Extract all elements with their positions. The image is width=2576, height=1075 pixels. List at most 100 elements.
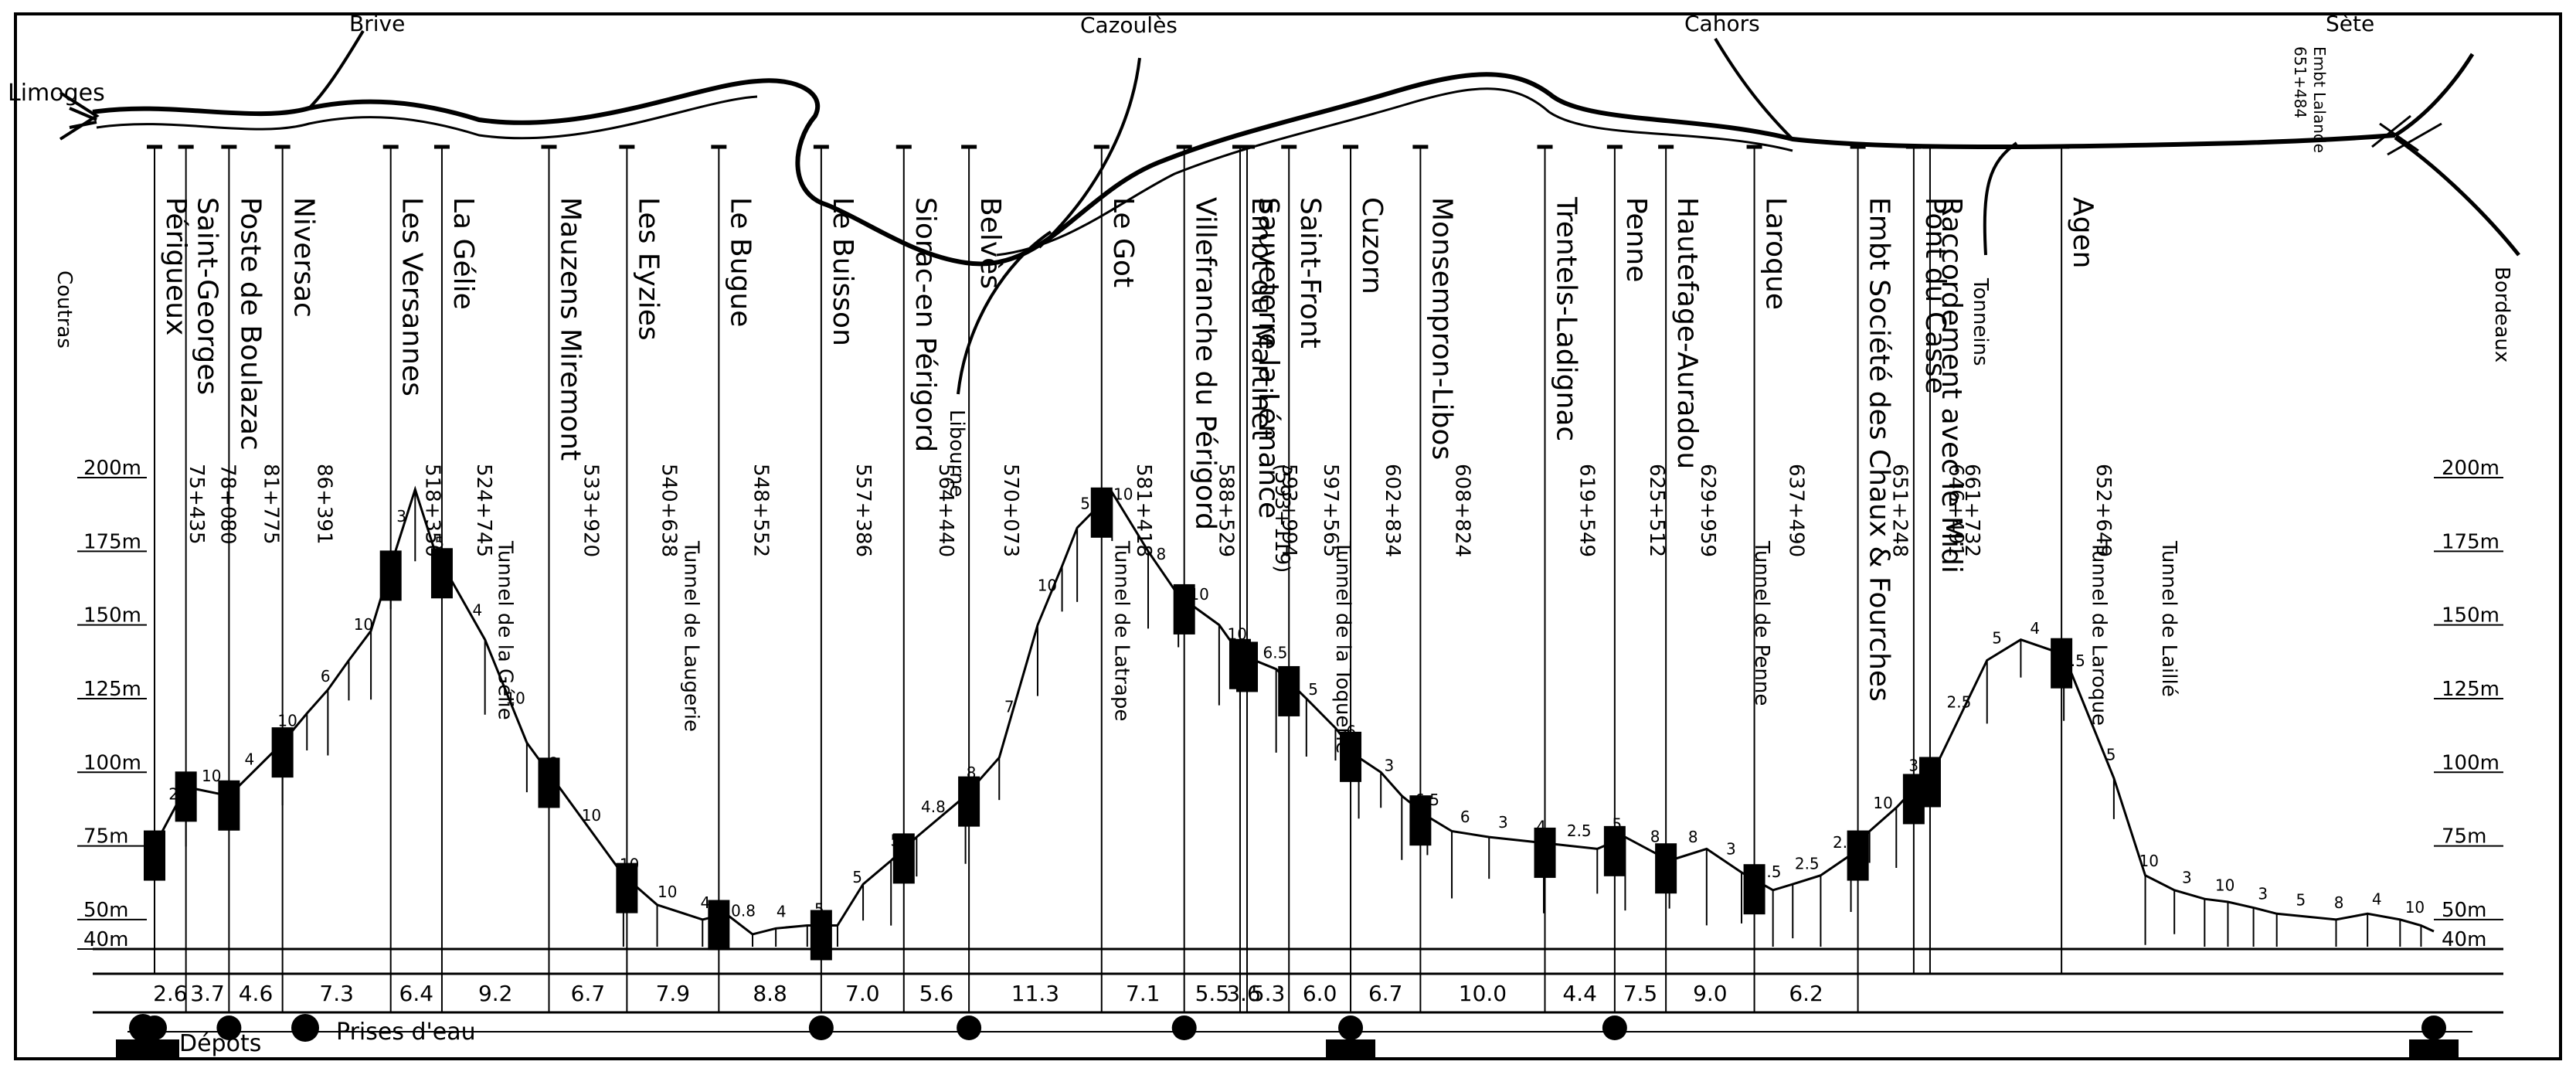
elev-label-right: 50m [2442,899,2486,922]
station-km: 86+391 [313,464,336,545]
tunnel-label: Tunnel de la Gélie [494,540,517,720]
station-block [144,830,165,881]
station-name: Les Versannes [396,197,428,396]
station-name: Niversac [288,197,320,318]
station-name: Pont du Casse [1919,197,1951,394]
label-tonneins: Tonneins [1969,277,1992,366]
distance-cell: 5.5 [1195,981,1230,1006]
grade-label: 5 [2106,745,2116,764]
station-block [538,757,560,808]
grade-label: 10 [2215,876,2234,895]
grade-label: 4 [1536,817,1546,835]
station-block [1090,487,1113,538]
line-map [59,29,2520,395]
grade-label: 10 [1189,585,1208,604]
distance-cell: 7.9 [656,981,691,1006]
legend: Dépôts Prises d'eau [116,1014,476,1060]
grade-label: 3 [396,507,406,526]
grade-label: 4 [2372,890,2382,908]
station-block [810,910,832,961]
grade-label: 3.5 [1908,757,1933,775]
grade-label: 5 [852,868,862,886]
grade-label: 4 [473,600,483,619]
distance-cell: 7.3 [319,981,354,1006]
station-km: 588+529 [1215,464,1238,557]
label-limoges: Limoges [8,80,105,107]
station-km: 570+073 [999,464,1022,557]
water-intake-marker [808,1015,834,1040]
distance-cell: 3.7 [190,981,225,1006]
distance-cell: 6.2 [1789,981,1823,1006]
water-intake-marker [1338,1015,1364,1040]
station-block [430,548,453,599]
station-name: Embt Société des Chaux & Fourches [1864,197,1895,702]
grade-label: 4.8 [921,798,946,816]
station-name: Périgueux [160,197,192,335]
station-km: 524+745 [472,464,495,557]
station-name: Mauzens Miremont [554,197,586,461]
grade-label: 8 [1157,545,1167,563]
station-km: 629+959 [1696,464,1719,557]
grade-label: 8 [1688,828,1698,846]
grade-label: 3 [2182,868,2192,886]
distance-cell: 9.2 [478,981,513,1006]
water-intake-marker [957,1015,982,1040]
station-name: Saint-Front [1294,197,1326,349]
station-block [1340,731,1362,782]
grade-label: 4 [777,903,787,921]
water-intake-marker [1602,1015,1627,1040]
station-name: Penne [1620,197,1652,282]
grade-label: 5 [890,832,900,850]
station-block [1173,583,1195,634]
station-block [892,833,915,884]
tunnel-label: Tunnel de Laroque [2088,540,2111,726]
grade-label: 8 [967,764,977,782]
station-km: 548+552 [749,464,772,557]
distance-cell: 7.1 [1126,981,1161,1006]
station-name: Raccordement avec le Midi [1935,197,1967,573]
grade-label: 8 [549,754,559,772]
station-block [1278,665,1300,716]
tunnel-label: Tunnel de Latrape [1110,540,1133,721]
station-block [1236,641,1259,692]
station-km: 557+386 [851,464,875,557]
station-block [1603,825,1626,876]
water-intake-marker [216,1015,242,1040]
station-block [708,900,730,951]
grade-label: 4 [2030,619,2040,638]
label-cahors: Cahors [1684,11,1760,36]
grade-label: 4 [701,893,711,912]
distance-cell: 10.0 [1459,981,1507,1006]
tunnel-label: Tunnel de la Toquerie [1331,540,1354,754]
station-name: Embt du Martinet [1246,197,1277,440]
distance-cell: 9.0 [1693,981,1728,1006]
station-km: 78+080 [216,464,240,545]
grade-label: 6.5 [1263,643,1288,662]
grade-label: 2.5 [2061,651,2085,670]
distance-cell: 8.8 [753,981,787,1006]
station-block [1409,795,1432,846]
elev-label-left: 175m [83,530,141,553]
distance-cell: 6.7 [1368,981,1403,1006]
station-km: 651+248 [1888,464,1912,557]
grade-label: 5 [1992,629,2002,648]
station-name: Trentels-Ladignac [1551,196,1582,441]
distance-cell: 3.6 [1226,981,1261,1006]
grade-label: 6.5 [1415,791,1439,809]
distance-cell: 6.4 [399,981,434,1006]
station-km: 625+512 [1645,464,1668,557]
grade-label: 8 [1650,828,1660,846]
depot-marker [1326,1039,1376,1060]
grade-label: 5 [2296,890,2306,909]
km-lalande: 651+484 [2291,46,2309,118]
grade-label: 10 [2139,852,2159,870]
elev-label-left: 50m [83,899,128,922]
grade-label: 10 [505,689,525,708]
label-lalande: Embt Lalande [2310,46,2329,153]
station-km: 637+490 [1785,464,1808,557]
elev-label-right: 150m [2442,604,2500,628]
station-name: Saint-Georges [192,197,223,395]
station-km: 564+440 [934,464,957,557]
station-km: 608+824 [1450,464,1473,557]
